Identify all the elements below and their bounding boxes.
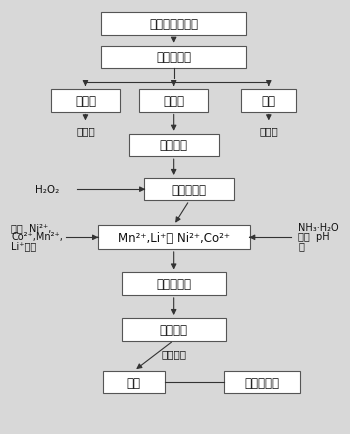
Text: Li⁺比例: Li⁺比例 — [11, 240, 36, 250]
FancyBboxPatch shape — [241, 90, 296, 112]
Text: 放电，拆解: 放电，拆解 — [156, 51, 191, 64]
Text: 柠檬酸浸取: 柠檬酸浸取 — [172, 183, 207, 196]
Text: 废旧锂离子电池: 废旧锂离子电池 — [149, 18, 198, 31]
Text: 负极片: 负极片 — [75, 95, 96, 108]
FancyBboxPatch shape — [122, 318, 225, 341]
Text: 水热处理: 水热处理 — [160, 323, 188, 336]
FancyBboxPatch shape — [51, 90, 120, 112]
FancyBboxPatch shape — [101, 46, 246, 69]
Text: NH₃·H₂O: NH₃·H₂O — [298, 223, 339, 233]
FancyBboxPatch shape — [98, 226, 250, 250]
Text: 镍魈锦酸锂: 镍魈锦酸锂 — [244, 376, 279, 389]
Text: 正极片: 正极片 — [163, 95, 184, 108]
FancyBboxPatch shape — [122, 273, 225, 295]
FancyBboxPatch shape — [103, 371, 165, 394]
Text: 值: 值 — [298, 240, 304, 250]
Text: 搔拌成溶胶: 搔拌成溶胶 — [156, 278, 191, 290]
Text: H₂O₂: H₂O₂ — [35, 185, 60, 195]
Text: 壳体: 壳体 — [262, 95, 276, 108]
Text: 可回收: 可回收 — [259, 126, 278, 136]
FancyBboxPatch shape — [101, 13, 246, 36]
Text: 调节  pH: 调节 pH — [298, 231, 330, 241]
Text: 调整  Ni²⁺,: 调整 Ni²⁺, — [11, 223, 51, 233]
Text: 干燥: 干燥 — [127, 376, 141, 389]
Text: 真空热解: 真空热解 — [160, 139, 188, 152]
FancyBboxPatch shape — [139, 90, 208, 112]
Text: 过滤洗涂: 过滤洗涂 — [161, 349, 186, 358]
Text: Mn²⁺,Li⁺， Ni²⁺,Co²⁺: Mn²⁺,Li⁺， Ni²⁺,Co²⁺ — [118, 231, 230, 244]
FancyBboxPatch shape — [144, 178, 234, 201]
Text: 可回收: 可回收 — [76, 126, 95, 136]
FancyBboxPatch shape — [224, 371, 300, 394]
Text: Co²⁺,Mn²⁺,: Co²⁺,Mn²⁺, — [11, 231, 63, 241]
FancyBboxPatch shape — [129, 135, 219, 157]
